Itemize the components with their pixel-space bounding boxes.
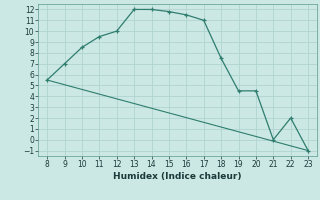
X-axis label: Humidex (Indice chaleur): Humidex (Indice chaleur) [113, 172, 242, 181]
